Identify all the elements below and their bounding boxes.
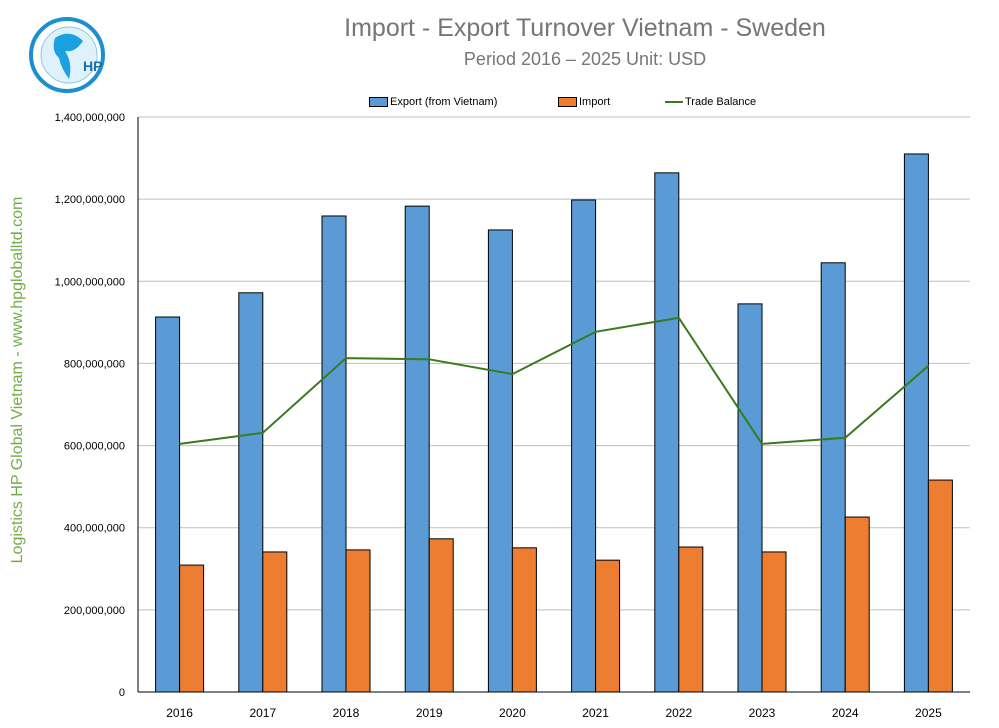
import-bar	[345, 549, 371, 693]
hp-global-logo: HP	[29, 17, 105, 93]
svg-text:HP: HP	[83, 58, 102, 74]
import-bar	[179, 564, 205, 693]
y-tick-label: 200,000,000	[64, 605, 125, 617]
export-bar	[571, 199, 597, 693]
export-bar	[737, 303, 763, 693]
export-bar	[820, 262, 846, 693]
x-tick-label: 2018	[333, 706, 360, 720]
import-bar	[595, 559, 621, 693]
trade-balance-line	[179, 316, 930, 445]
y-tick-label: 400,000,000	[64, 523, 125, 535]
legend-import-swatch	[558, 97, 577, 107]
export-bar	[238, 292, 264, 693]
legend-export-swatch	[369, 97, 388, 107]
legend-balance-label: Trade Balance	[685, 96, 757, 108]
import-bar	[428, 538, 454, 693]
y-tick-label: 0	[119, 687, 125, 699]
export-bar	[903, 153, 929, 693]
chart-title: Import - Export Turnover Vietnam - Swede…	[344, 14, 826, 42]
import-bar	[511, 547, 537, 693]
y-tick-label: 1,400,000,000	[55, 112, 125, 124]
export-bar	[487, 229, 513, 693]
y-tick-label: 800,000,000	[64, 358, 125, 370]
x-tick-label: 2020	[499, 706, 526, 720]
x-tick-label: 2023	[749, 706, 776, 720]
x-tick-label: 2019	[416, 706, 443, 720]
x-tick-label: 2017	[249, 706, 276, 720]
y-tick-label: 600,000,000	[64, 441, 125, 453]
import-bar	[262, 551, 288, 693]
legend-import-label: Import	[579, 96, 611, 108]
x-tick-label: 2021	[582, 706, 609, 720]
legend-balance-line	[665, 101, 683, 103]
x-tick-label: 2024	[832, 706, 859, 720]
import-bar	[844, 516, 870, 693]
import-bar	[761, 551, 787, 693]
x-tick-label: 2022	[665, 706, 692, 720]
export-bar	[404, 205, 430, 693]
import-bar	[678, 546, 704, 693]
legend-export-label: Export (from Vietnam)	[390, 96, 498, 108]
x-tick-label: 2025	[915, 706, 942, 720]
legend-balance: Trade Balance	[665, 96, 756, 108]
legend-import: Import	[558, 96, 610, 108]
legend-export: Export (from Vietnam)	[369, 96, 497, 108]
export-bar	[654, 172, 680, 693]
y-tick-label: 1,000,000,000	[55, 276, 125, 288]
chart-subtitle: Period 2016 – 2025 Unit: USD	[463, 49, 707, 69]
export-bar	[155, 316, 181, 693]
y-tick-label: 1,200,000,000	[55, 194, 125, 206]
export-bar	[321, 215, 347, 693]
x-tick-label: 2016	[166, 706, 193, 720]
import-bar	[927, 479, 953, 693]
